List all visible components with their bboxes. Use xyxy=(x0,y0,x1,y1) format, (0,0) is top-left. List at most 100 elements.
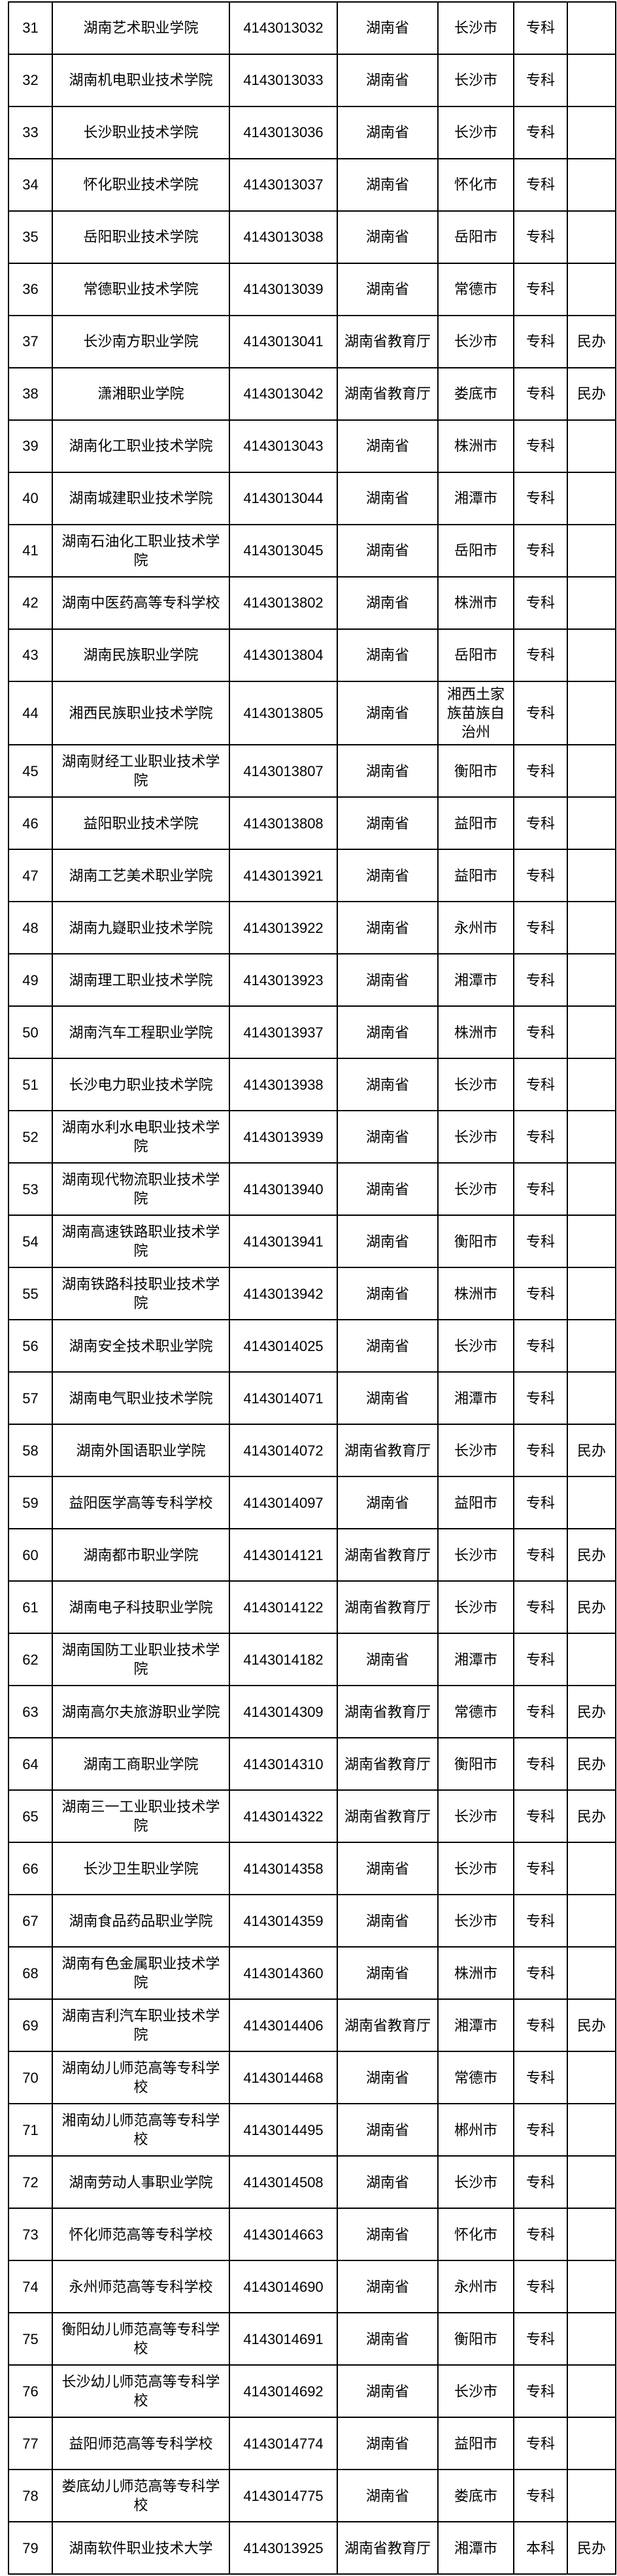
cell-supervising-authority: 湖南省 xyxy=(337,1476,439,1530)
cell-city: 常德市 xyxy=(437,263,514,316)
table-row: 78 娄底幼儿师范高等专科学校 4143014775 湖南省 娄底市 专科 xyxy=(8,2469,616,2523)
cell-city: 岳阳市 xyxy=(437,628,514,682)
cell-school-code: 4143013939 xyxy=(229,1110,338,1164)
cell-school-code: 4143014508 xyxy=(229,2155,338,2209)
cell-school-code: 4143013941 xyxy=(229,1215,338,1269)
cell-supervising-authority: 湖南省 xyxy=(337,524,439,578)
cell-city: 湘潭市 xyxy=(437,1998,514,2053)
cell-supervising-authority: 湖南省 xyxy=(337,1946,439,2000)
cell-city: 岳阳市 xyxy=(437,210,514,264)
cell-degree-level: 专科 xyxy=(513,210,568,264)
cell-city: 长沙市 xyxy=(437,2155,514,2209)
cell-school-name: 湖南电子科技职业学院 xyxy=(52,1580,230,1635)
cell-school-code: 4143013807 xyxy=(229,744,338,798)
cell-school-code: 4143013041 xyxy=(229,315,338,368)
cell-degree-level: 专科 xyxy=(513,901,568,955)
cell-city: 湘潭市 xyxy=(437,953,514,1007)
table-row: 44 湘西民族职业技术学院 4143013805 湖南省 湘西土家族苗族自治州 专科 xyxy=(8,680,616,746)
cell-school-name: 湖南财经工业职业技术学院 xyxy=(52,744,230,798)
cell-city: 长沙市 xyxy=(437,106,514,159)
cell-supervising-authority: 湖南省 xyxy=(337,1058,439,1112)
cell-row-number: 31 xyxy=(8,1,53,55)
cell-city: 怀化市 xyxy=(437,158,514,212)
cell-row-number: 46 xyxy=(8,796,53,851)
cell-school-code: 4143014097 xyxy=(229,1476,338,1530)
table-row: 57 湖南电气职业技术学院 4143014071 湖南省 湘潭市 专科 xyxy=(8,1371,616,1426)
cell-remark xyxy=(567,953,616,1007)
cell-school-code: 4143013042 xyxy=(229,367,338,421)
cell-remark: 民办 xyxy=(567,1424,616,1478)
cell-school-code: 4143013032 xyxy=(229,1,338,55)
cell-supervising-authority: 湖南省 xyxy=(337,2469,439,2523)
cell-supervising-authority: 湖南省 xyxy=(337,54,439,107)
cell-remark xyxy=(567,1215,616,1269)
cell-school-code: 4143014775 xyxy=(229,2469,338,2523)
table-row: 48 湖南九嶷职业技术学院 4143013922 湖南省 永州市 专科 xyxy=(8,901,616,955)
cell-city: 永州市 xyxy=(437,901,514,955)
cell-remark: 民办 xyxy=(567,315,616,368)
cell-city: 怀化市 xyxy=(437,2208,514,2262)
cell-school-name: 湖南铁路科技职业技术学院 xyxy=(52,1267,230,1321)
cell-remark xyxy=(567,2260,616,2314)
cell-city: 长沙市 xyxy=(437,315,514,368)
table-row: 51 长沙电力职业技术学院 4143013938 湖南省 长沙市 专科 xyxy=(8,1058,616,1112)
cell-school-code: 4143014121 xyxy=(229,1528,338,1582)
cell-school-code: 4143014406 xyxy=(229,1998,338,2053)
cell-remark xyxy=(567,1842,616,1896)
cell-degree-level: 专科 xyxy=(513,1528,568,1582)
cell-remark xyxy=(567,1,616,55)
cell-city: 湘潭市 xyxy=(437,2521,514,2575)
cell-remark xyxy=(567,849,616,903)
cell-school-name: 湖南国防工业职业技术学院 xyxy=(52,1633,230,1687)
cell-city: 衡阳市 xyxy=(437,2312,514,2366)
cell-school-name: 湖南高尔夫旅游职业学院 xyxy=(52,1685,230,1739)
cell-remark xyxy=(567,680,616,746)
cell-degree-level: 专科 xyxy=(513,367,568,421)
cell-remark xyxy=(567,2155,616,2209)
cell-remark xyxy=(567,628,616,682)
cell-city: 湘潭市 xyxy=(437,472,514,525)
cell-remark: 民办 xyxy=(567,1685,616,1739)
cell-row-number: 32 xyxy=(8,54,53,107)
cell-school-code: 4143014774 xyxy=(229,2417,338,2471)
cell-remark: 民办 xyxy=(567,367,616,421)
cell-supervising-authority: 湖南省 xyxy=(337,2155,439,2209)
cell-degree-level: 专科 xyxy=(513,1005,568,1060)
cell-school-code: 4143014359 xyxy=(229,1894,338,1948)
cell-school-code: 4143013808 xyxy=(229,796,338,851)
cell-remark xyxy=(567,524,616,578)
cell-row-number: 79 xyxy=(8,2521,53,2575)
cell-school-code: 4143013937 xyxy=(229,1005,338,1060)
cell-school-name: 常德职业技术学院 xyxy=(52,263,230,316)
cell-row-number: 74 xyxy=(8,2260,53,2314)
cell-degree-level: 专科 xyxy=(513,1,568,55)
cell-school-name: 湖南劳动人事职业学院 xyxy=(52,2155,230,2209)
cell-school-name: 益阳医学高等专科学校 xyxy=(52,1476,230,1530)
cell-remark xyxy=(567,2312,616,2366)
cell-supervising-authority: 湖南省教育厅 xyxy=(337,1737,439,1791)
cell-degree-level: 专科 xyxy=(513,2312,568,2366)
cell-degree-level: 专科 xyxy=(513,849,568,903)
cell-supervising-authority: 湖南省 xyxy=(337,953,439,1007)
cell-row-number: 39 xyxy=(8,419,53,473)
cell-school-code: 4143013940 xyxy=(229,1162,338,1216)
cell-supervising-authority: 湖南省教育厅 xyxy=(337,1998,439,2053)
cell-city: 长沙市 xyxy=(437,54,514,107)
cell-degree-level: 本科 xyxy=(513,2521,568,2575)
table-row: 63 湖南高尔夫旅游职业学院 4143014309 湖南省教育厅 常德市 专科 民办 xyxy=(8,1685,616,1739)
table-row: 76 长沙幼儿师范高等专科学校 4143014692 湖南省 长沙市 专科 xyxy=(8,2364,616,2419)
cell-school-name: 湖南化工职业技术学院 xyxy=(52,419,230,473)
cell-remark xyxy=(567,158,616,212)
cell-row-number: 55 xyxy=(8,1267,53,1321)
cell-school-name: 娄底幼儿师范高等专科学校 xyxy=(52,2469,230,2523)
cell-remark xyxy=(567,1319,616,1373)
cell-school-name: 湖南现代物流职业技术学院 xyxy=(52,1162,230,1216)
cell-school-code: 4143014309 xyxy=(229,1685,338,1739)
table-row: 60 湖南都市职业学院 4143014121 湖南省教育厅 长沙市 专科 民办 xyxy=(8,1528,616,1582)
cell-remark xyxy=(567,1005,616,1060)
table-row: 56 湖南安全技术职业学院 4143014025 湖南省 长沙市 专科 xyxy=(8,1319,616,1373)
cell-remark xyxy=(567,106,616,159)
cell-degree-level: 专科 xyxy=(513,2469,568,2523)
cell-city: 益阳市 xyxy=(437,796,514,851)
